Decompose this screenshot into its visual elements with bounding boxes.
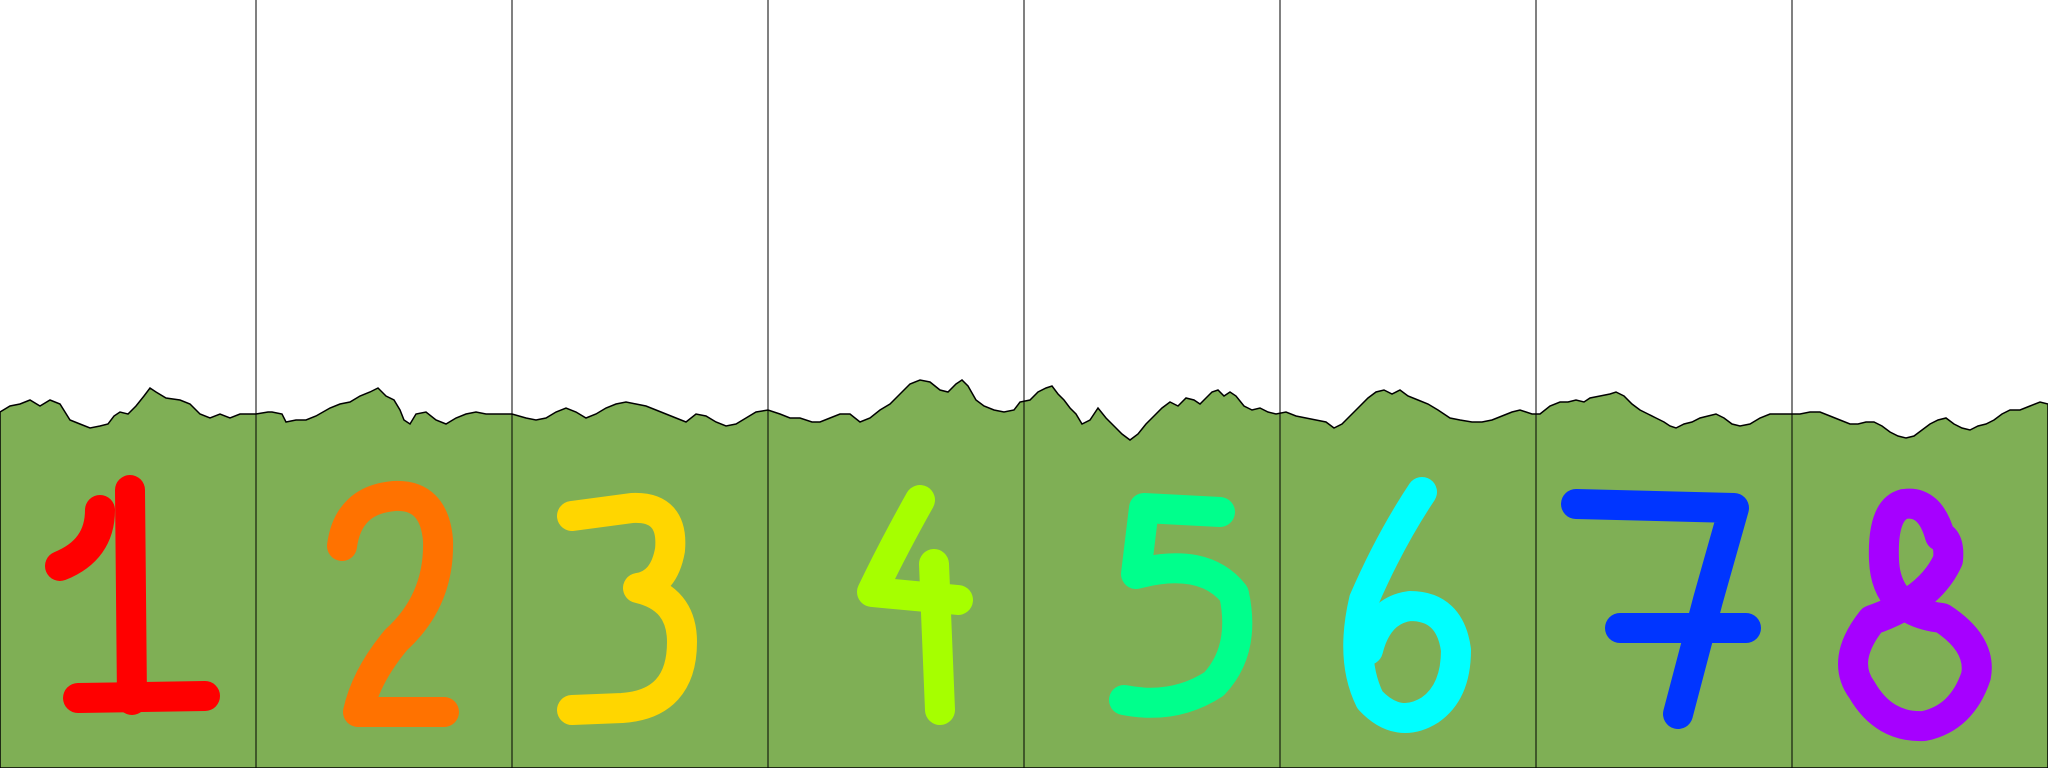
- numeral-5: [1109, 493, 1253, 718]
- numeral-stroke: [1343, 477, 1471, 733]
- numeral-stroke: [45, 495, 115, 581]
- numeral-4: [857, 485, 973, 725]
- numeral-1: [45, 475, 220, 715]
- numeral-stroke: [557, 492, 697, 725]
- numeral-2: [327, 480, 459, 727]
- numeral-3: [557, 492, 697, 725]
- numeral-stroke: [327, 480, 459, 727]
- numeral-6: [1343, 477, 1471, 733]
- numeral-7: [1561, 489, 1761, 729]
- numeral-stroke: [1109, 493, 1253, 718]
- numeral-stroke: [1838, 488, 1992, 742]
- panel-dividers: [255, 0, 1793, 768]
- numeral-8: [1838, 488, 1992, 742]
- numeral-stroke: [115, 475, 147, 715]
- numeral-stroke: [1561, 489, 1749, 729]
- numerals: [45, 475, 1992, 742]
- numeral-stroke: [857, 485, 973, 615]
- numeral-stroke: [63, 681, 220, 713]
- numeral-stroke: [919, 549, 955, 725]
